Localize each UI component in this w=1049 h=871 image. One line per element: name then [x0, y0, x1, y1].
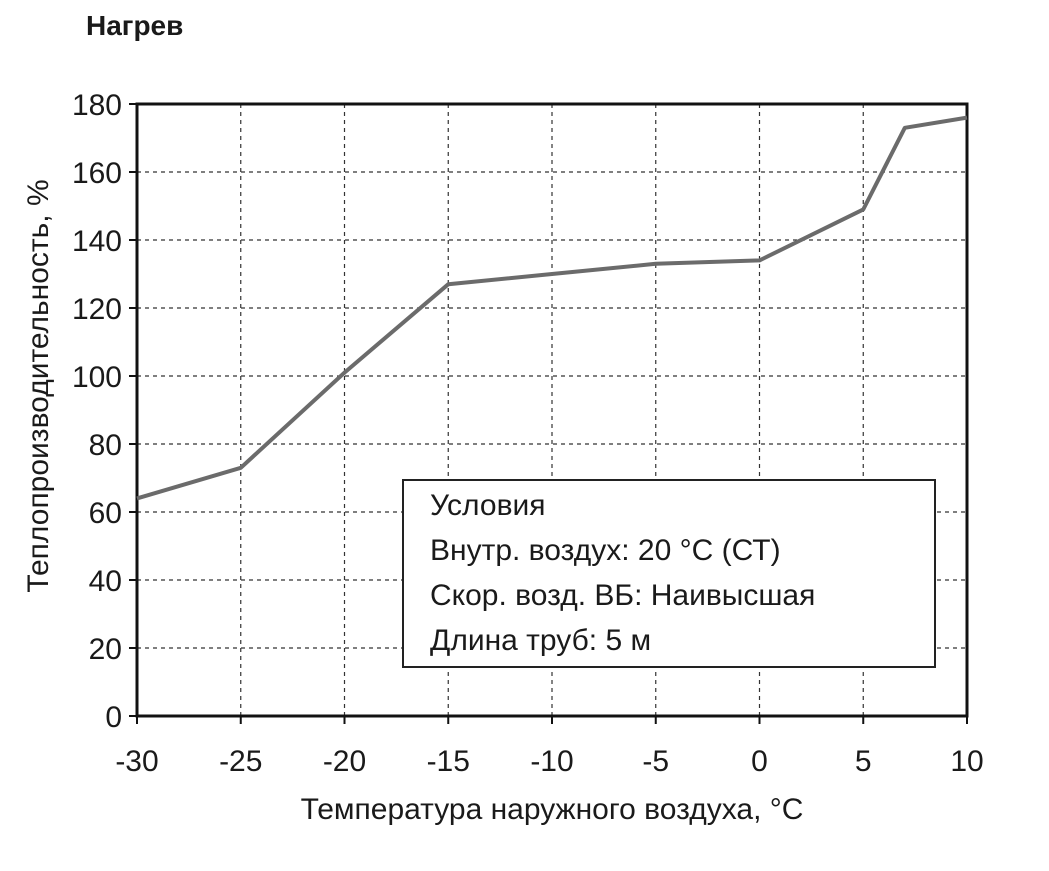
- x-tick-labels: -30 -25 -20 -15 -10 -5 0 5 10: [115, 716, 984, 778]
- series-line: [136, 115, 968, 501]
- conditions-fan-speed: Скор. возд. ВБ: Наивысшая: [430, 579, 816, 612]
- x-tick-label: -25: [219, 745, 262, 778]
- y-tick-label: 100: [72, 361, 122, 394]
- x-axis-label: Температура наружного воздуха, °C: [301, 793, 804, 826]
- chart-title: Нагрев: [86, 10, 184, 41]
- y-tick-label: 60: [89, 497, 122, 530]
- conditions-box: Условия Внутр. воздух: 20 °C (СТ) Скор. …: [402, 479, 936, 668]
- y-tick-label: 180: [72, 89, 122, 122]
- conditions-indoor-air: Внутр. воздух: 20 °C (СТ): [430, 534, 781, 567]
- x-tick-label: -15: [427, 745, 470, 778]
- y-tick-label: 120: [72, 293, 122, 326]
- y-tick-label: 80: [89, 429, 122, 462]
- grid-lines: [137, 104, 967, 716]
- conditions-heading: Условия: [430, 489, 546, 522]
- y-axis-label: Теплопроизводительность, %: [22, 179, 55, 592]
- x-tick-label: 0: [751, 745, 768, 778]
- y-tick-label: 160: [72, 157, 122, 190]
- y-tick-label: 0: [105, 701, 122, 734]
- x-tick-label: 10: [950, 745, 983, 778]
- x-tick-label: -20: [323, 745, 366, 778]
- x-tick-label: -10: [530, 745, 573, 778]
- x-tick-label: -5: [642, 745, 669, 778]
- x-tick-label: 5: [855, 745, 872, 778]
- y-tick-label: 40: [89, 565, 122, 598]
- y-tick-label: 140: [72, 225, 122, 258]
- conditions-pipe-length: Длина труб: 5 м: [430, 624, 652, 657]
- y-tick-label: 20: [89, 633, 122, 666]
- y-tick-labels: 0 20 40 60 80 100 120 140 160 180: [72, 89, 137, 734]
- x-tick-label: -30: [115, 745, 158, 778]
